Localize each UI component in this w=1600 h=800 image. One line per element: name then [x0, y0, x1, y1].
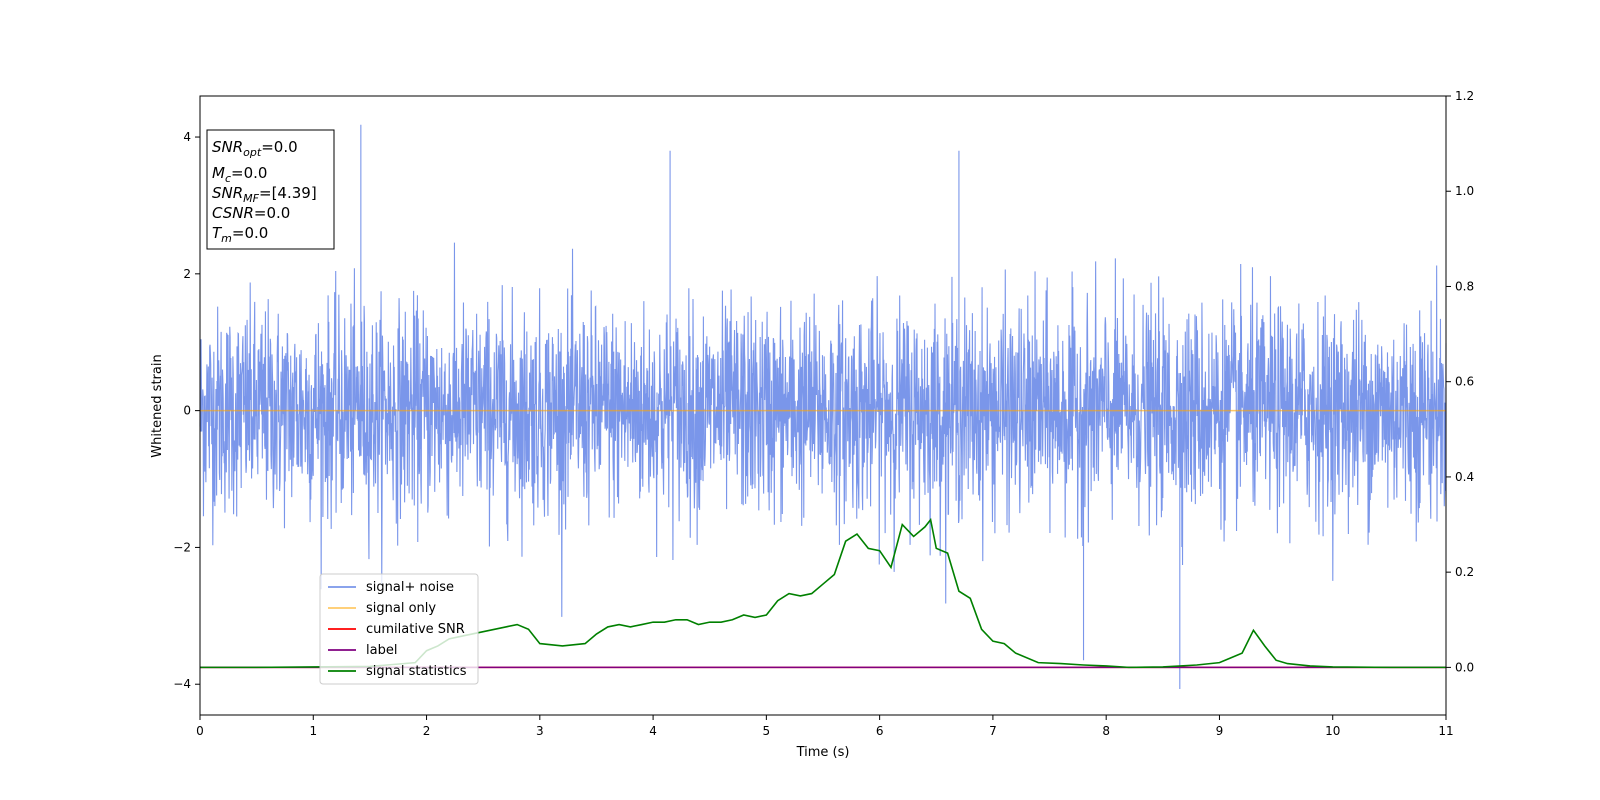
y2-tick-label-0: 0.0 [1455, 660, 1474, 674]
series-signal-statistics [200, 517, 1446, 669]
annotation-line-1: Mc=0.0 [212, 164, 267, 185]
x-axis-label: Time (s) [796, 745, 850, 760]
y2-tick-label-6: 1.2 [1455, 89, 1474, 103]
legend-label-4: signal statistics [366, 664, 467, 679]
annotation-line-4: Tm=0.0 [212, 224, 268, 245]
y2-tick-label-3: 0.6 [1455, 375, 1474, 389]
y-axis-left: −4 −2 0 2 4 [173, 130, 200, 691]
x-tick-label-5: 5 [763, 724, 771, 738]
x-tick-label-11: 11 [1438, 724, 1453, 738]
x-tick-label-7: 7 [989, 724, 997, 738]
x-tick-label-6: 6 [876, 724, 884, 738]
x-tick-label-0: 0 [196, 724, 204, 738]
legend: signal+ noise signal only cumilative SNR la… [319, 573, 479, 685]
annotation-line-3: CSNR=0.0 [212, 204, 290, 222]
legend-label-3: label [366, 643, 397, 658]
x-tick-label-8: 8 [1102, 724, 1110, 738]
y-axis-right: 0.0 0.2 0.4 0.6 0.8 1.0 1.2 [1446, 89, 1474, 674]
legend-label-2: cumilative SNR [366, 622, 465, 637]
x-axis: 0 1 2 3 4 5 6 7 8 9 10 11 [196, 715, 1454, 738]
annotation-line-0: SNRopt=0.0 [212, 138, 298, 159]
y-tick-label-1: −2 [173, 540, 191, 554]
y-tick-label-2: 0 [183, 404, 191, 418]
y-tick-label-3: 2 [183, 267, 191, 281]
x-tick-label-2: 2 [423, 724, 431, 738]
x-tick-label-3: 3 [536, 724, 544, 738]
noise-series [199, 124, 1447, 690]
x-tick-label-10: 10 [1325, 724, 1340, 738]
y-tick-label-0: −4 [173, 677, 191, 691]
y-tick-label-4: 4 [183, 130, 191, 144]
plot-frame [199, 95, 1447, 716]
y2-tick-label-5: 1.0 [1455, 184, 1474, 198]
y2-tick-label-2: 0.4 [1455, 470, 1474, 484]
series-signal-noise [199, 124, 1447, 690]
y-axis-label: Whitened strain [150, 354, 165, 457]
y2-tick-label-4: 0.8 [1455, 279, 1474, 293]
annotation-line-2: SNRMF=[4.39] [212, 184, 317, 205]
x-tick-label-4: 4 [649, 724, 657, 738]
x-tick-label-9: 9 [1216, 724, 1224, 738]
y2-tick-label-1: 0.2 [1455, 565, 1474, 579]
x-tick-label-1: 1 [309, 724, 317, 738]
legend-label-0: signal+ noise [366, 580, 454, 595]
legend-label-1: signal only [366, 601, 436, 616]
